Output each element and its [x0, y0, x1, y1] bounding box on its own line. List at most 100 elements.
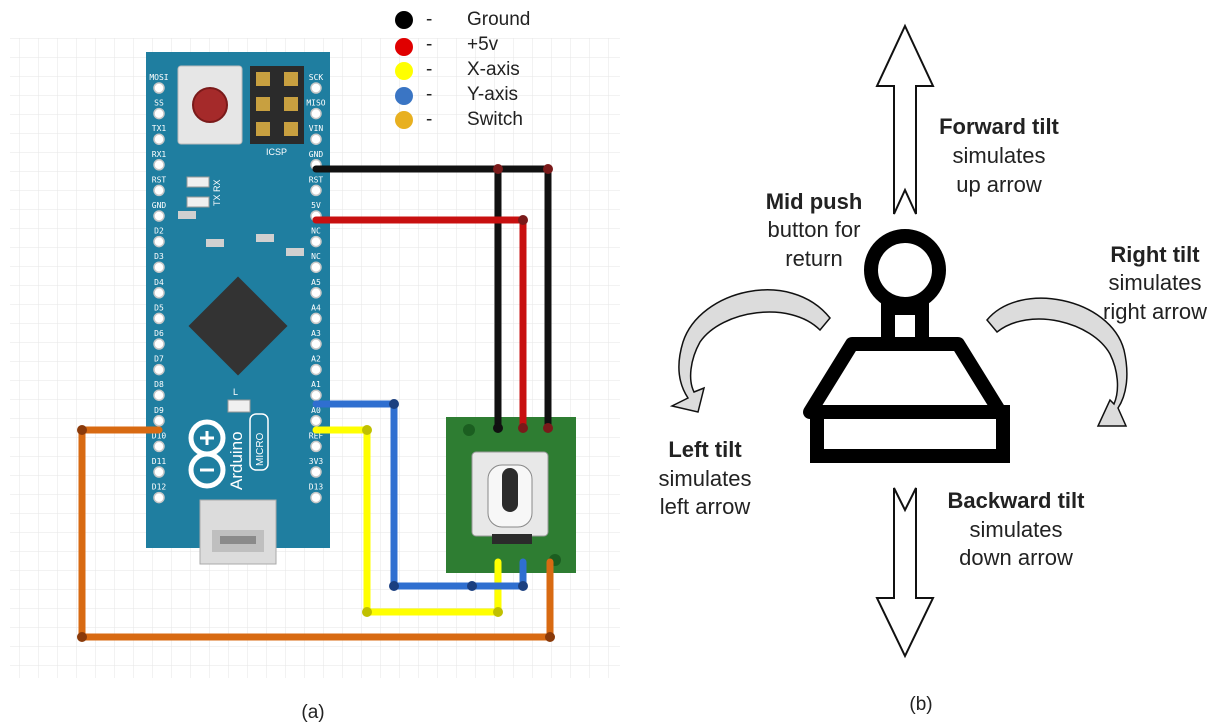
l-led-label: L: [233, 387, 238, 397]
wire-joint: [362, 425, 372, 435]
backward-tilt-line1: simulates: [970, 517, 1063, 542]
right-pin-3v3: [310, 466, 322, 478]
left-pin-d8: [153, 389, 165, 401]
forward-tilt-line1: simulates: [953, 143, 1046, 168]
legend-item-5v: - +5v: [395, 34, 499, 56]
joystick-function-panel: Forward tilt simulates up arrow Mid push…: [659, 23, 1207, 715]
left-pin-d9: [153, 415, 165, 427]
right-pin-label: A5: [311, 278, 321, 287]
left-pin-tx1: [153, 133, 165, 145]
wire-joint: [518, 581, 528, 591]
left-pin-d11: [153, 466, 165, 478]
right-pin-rst: [310, 184, 322, 197]
right-pin-label: A0: [311, 406, 321, 415]
smd-component: [256, 234, 274, 242]
down-arrow-icon: [875, 487, 935, 659]
left-tilt-line1: simulates: [659, 466, 752, 491]
legend-dash: -: [426, 34, 432, 55]
backward-tilt-annotation: Backward tilt simulates down arrow: [948, 488, 1086, 570]
legend-dash: -: [426, 59, 432, 80]
right-pin-label: A1: [311, 380, 321, 389]
left-tilt-title: Left tilt: [668, 437, 742, 462]
right-pin-label: A2: [311, 355, 321, 364]
arduino-micro-board: ICSP TX RX L Arduino MICRO: [146, 52, 330, 565]
legend-dash: -: [426, 84, 432, 105]
left-pin-d10: [153, 440, 165, 453]
left-pin-gnd: [153, 210, 165, 222]
icsp-label: ICSP: [266, 147, 287, 157]
wire-joint: [467, 581, 477, 591]
reset-button-icon: [192, 87, 228, 123]
forward-tilt-line2: up arrow: [956, 172, 1042, 197]
forward-tilt-title: Forward tilt: [939, 114, 1059, 139]
left-pin-label: D3: [154, 252, 164, 261]
right-pin-label: SCK: [309, 73, 324, 82]
right-pin-nc: [310, 235, 322, 248]
right-pin-a2: [310, 363, 322, 376]
left-pin-header: MOSI SS TX1 RX1 RST GND D2 D3 D4 D5 D6 D7 D8 D9 D10 D11…: [149, 73, 169, 504]
legend-label-switch: Switch: [467, 109, 523, 130]
wire-joint: [389, 581, 399, 591]
left-pin-d7: [153, 363, 165, 376]
right-pin-label: RST: [309, 175, 324, 184]
wires: [77, 164, 555, 642]
caption-a: (a): [301, 702, 324, 723]
right-tilt-line1: simulates: [1109, 270, 1202, 295]
right-tilt-line2: right arrow: [1103, 299, 1207, 324]
legend-item-y-axis: - Y-axis: [395, 84, 518, 105]
left-pin-label: D2: [154, 227, 164, 236]
left-pin-label: D4: [154, 278, 164, 287]
right-pin-label: MISO: [306, 99, 325, 108]
left-pin-d2: [153, 235, 165, 248]
mid-push-title: Mid push: [766, 189, 863, 214]
smd-component: [206, 239, 224, 247]
wire-legend: - Ground - +5v - X-axis - Y-axis - S: [395, 9, 530, 130]
backward-tilt-title: Backward tilt: [948, 488, 1086, 513]
legend-item-x-axis: - X-axis: [395, 59, 520, 80]
left-curved-arrow-icon: [669, 289, 831, 413]
legend-dot-switch: [395, 111, 413, 129]
right-pin-label: GND: [309, 150, 324, 159]
left-pin-label: D11: [152, 457, 167, 466]
left-pin-label: MOSI: [149, 73, 168, 82]
wire-joint: [77, 425, 87, 435]
left-pin-label: RST: [152, 175, 167, 184]
right-pin-a5: [310, 287, 322, 299]
mid-push-annotation: Mid push button for return: [766, 189, 863, 271]
right-pin-label: 5V: [311, 201, 321, 210]
right-pin-miso: [310, 107, 322, 120]
right-pin-ref: [310, 440, 322, 453]
right-pin-label: 3V3: [309, 457, 324, 466]
left-pin-label: RX1: [152, 150, 167, 159]
legend-dot-y-axis: [395, 87, 413, 105]
right-pin-a1: [310, 389, 322, 401]
wiring-panel: - Ground - +5v - X-axis - Y-axis - S: [10, 9, 620, 723]
right-pin-label: NC: [311, 227, 321, 236]
left-pin-mosi: [153, 82, 165, 94]
legend-label-y-axis: Y-axis: [467, 84, 518, 105]
smd-component: [286, 248, 304, 256]
legend-label-ground: Ground: [467, 9, 530, 30]
right-pin-label: D13: [309, 483, 324, 492]
joystick-icon: [803, 229, 1010, 463]
up-arrow-icon: [875, 23, 935, 215]
caption-b: (b): [909, 694, 932, 715]
joystick-stick: [502, 468, 518, 512]
wire-joint: [389, 399, 399, 409]
wire-joint: [362, 607, 372, 617]
left-pin-label: TX1: [152, 124, 167, 133]
right-pin-vin: [310, 133, 322, 145]
left-pin-label: D10: [152, 431, 167, 440]
left-pin-d4: [153, 287, 165, 299]
legend-label-x-axis: X-axis: [467, 59, 520, 80]
left-pin-d3: [153, 261, 165, 273]
arduino-logo-icon: [188, 419, 226, 489]
left-pin-d12: [153, 491, 165, 504]
module-hole: [463, 424, 475, 436]
forward-tilt-annotation: Forward tilt simulates up arrow: [939, 114, 1059, 197]
right-pin-a4: [310, 312, 322, 325]
wire-joint: [545, 632, 555, 642]
usb-connector: [199, 499, 277, 565]
left-pin-d5: [153, 312, 165, 325]
